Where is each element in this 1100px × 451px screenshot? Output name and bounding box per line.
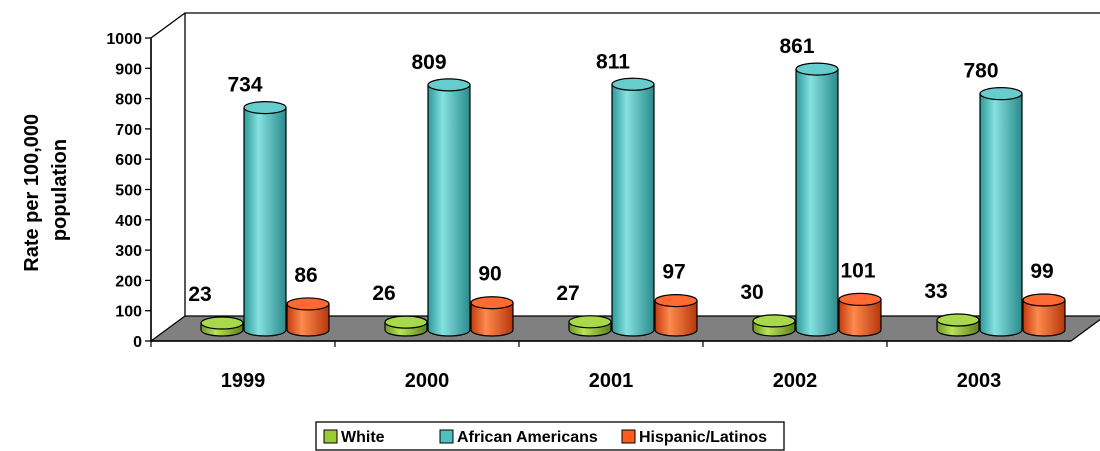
bar-body — [470, 302, 514, 337]
y-tick-label: 0 — [133, 334, 142, 351]
bar-top — [1022, 293, 1066, 307]
y-tick-label: 300 — [115, 243, 142, 260]
y-tick-label: 900 — [115, 61, 142, 78]
data-label: 26 — [372, 282, 395, 305]
legend-item-label: African Americans — [457, 429, 598, 446]
x-tick-label: 2003 — [957, 370, 1002, 392]
bar-white — [752, 314, 796, 337]
legend: White African Americans Hispanic/Latinos — [315, 421, 785, 451]
bar-hispanic-latinos — [470, 296, 514, 337]
data-label: 27 — [556, 282, 579, 305]
bar-top — [568, 315, 612, 329]
legend-box — [315, 421, 785, 451]
legend-swatch — [323, 429, 338, 444]
data-label: 86 — [294, 264, 317, 287]
data-label: 97 — [662, 261, 685, 284]
x-tick-label: 2002 — [773, 370, 818, 392]
legend-item-label: Hispanic/Latinos — [639, 429, 767, 446]
bar-top — [200, 316, 244, 330]
bar-african-americans — [795, 62, 839, 337]
data-label: 101 — [840, 259, 875, 282]
data-labels-layer: 23 734 86 26 809 90 27 811 97 30 861 101 33 780 99 — [188, 35, 1053, 306]
y-tick-label: 1000 — [106, 31, 142, 48]
bar-hispanic-latinos — [654, 294, 698, 337]
bar-top — [611, 77, 655, 91]
data-label: 99 — [1030, 260, 1053, 283]
bar-african-americans — [979, 87, 1023, 337]
bar-african-americans — [427, 78, 471, 337]
data-label: 734 — [227, 74, 262, 97]
bar-body — [611, 83, 655, 337]
y-tick-label: 700 — [115, 122, 142, 139]
y-tick-label: 200 — [115, 273, 142, 290]
bar-top — [286, 297, 330, 311]
bar-top — [795, 62, 839, 76]
y-tick-label: 500 — [115, 183, 142, 200]
bar-top — [427, 78, 471, 92]
bar-top — [470, 296, 514, 310]
y-tick-label: 100 — [115, 304, 142, 321]
bars-layer — [200, 62, 1066, 337]
y-tick-label: 400 — [115, 213, 142, 230]
y-tick-label: 600 — [115, 152, 142, 169]
bar-african-americans — [611, 77, 655, 337]
bar-white — [384, 315, 428, 337]
bar-white — [936, 313, 980, 337]
bar-top — [654, 294, 698, 308]
bar-hispanic-latinos — [286, 297, 330, 337]
x-tick-label: 2001 — [589, 370, 634, 392]
legend-item-label: White — [341, 429, 385, 446]
bar-body — [243, 106, 287, 337]
bar-body — [838, 298, 882, 337]
bar-body — [795, 68, 839, 337]
bar-top — [936, 313, 980, 327]
bar-white — [568, 315, 612, 337]
bar-body — [654, 300, 698, 337]
y-tick-label: 800 — [115, 92, 142, 109]
bar-top — [752, 314, 796, 328]
data-label: 90 — [478, 263, 501, 286]
bar-african-americans — [243, 100, 287, 337]
data-label: 809 — [411, 51, 446, 74]
bar-top — [838, 292, 882, 306]
bar-top — [243, 100, 287, 115]
x-tick-label: 1999 — [221, 370, 266, 392]
bar-body — [427, 84, 471, 337]
y-axis-label: Rate per 100,000 population — [21, 108, 71, 271]
bar-white — [200, 316, 244, 337]
bar-body — [286, 303, 330, 337]
data-label: 811 — [596, 50, 630, 73]
data-label: 780 — [963, 60, 998, 83]
data-label: 23 — [188, 283, 211, 306]
bar-body — [1022, 299, 1066, 337]
bar-body — [979, 93, 1023, 337]
x-tick-label: 2000 — [405, 370, 450, 392]
bar-hispanic-latinos — [838, 292, 882, 337]
legend-swatch — [439, 429, 454, 444]
data-label: 33 — [924, 280, 947, 303]
bar-top — [979, 87, 1023, 101]
bar-hispanic-latinos — [1022, 293, 1066, 337]
data-label: 861 — [779, 35, 814, 58]
legend-swatch — [621, 429, 636, 444]
data-label: 30 — [740, 281, 763, 304]
bar-top — [384, 315, 428, 329]
